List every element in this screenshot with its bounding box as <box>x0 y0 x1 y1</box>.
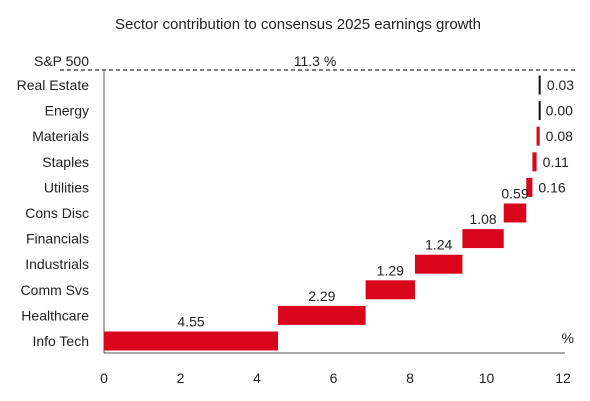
bar <box>538 75 541 95</box>
x-tick-label: 0 <box>100 370 108 386</box>
value-label: 1.08 <box>469 211 496 227</box>
value-labels: 4.55 2.29 1.29 1.24 1.08 0.59 0.16 0.11 0.08 0.00… <box>177 77 574 330</box>
category-label: Healthcare <box>21 307 89 323</box>
x-tick-labels: 0 2 4 6 8 10 12 <box>100 370 571 386</box>
unit-label: % <box>562 330 574 346</box>
value-label: 0.08 <box>546 128 573 144</box>
total-label: S&P 500 <box>34 53 89 69</box>
category-label: Comm Svs <box>21 282 89 298</box>
x-tick-label: 12 <box>555 370 571 386</box>
value-label: 0.16 <box>538 179 565 195</box>
total-row: S&P 500 11.3 % <box>34 53 575 71</box>
category-label: Cons Disc <box>25 205 89 221</box>
value-label: 0.11 <box>543 154 569 170</box>
bar <box>414 254 463 274</box>
category-label: Energy <box>45 103 89 119</box>
category-label: Staples <box>42 154 89 170</box>
value-label: 4.55 <box>177 314 204 330</box>
value-label: 0.00 <box>546 103 573 119</box>
value-label: 0.59 <box>501 186 528 202</box>
bar <box>462 229 504 249</box>
bar <box>503 203 527 223</box>
bar <box>532 152 537 172</box>
bar <box>536 126 540 146</box>
value-label: 1.29 <box>377 262 404 278</box>
value-label: 2.29 <box>308 288 335 304</box>
bar <box>104 331 279 351</box>
category-label: Utilities <box>44 179 89 195</box>
bars <box>104 75 541 351</box>
x-tick-label: 8 <box>406 370 414 386</box>
category-label: Info Tech <box>32 333 89 349</box>
value-label: 0.03 <box>547 77 574 93</box>
category-label: Materials <box>32 128 89 144</box>
category-label: Industrials <box>25 256 89 272</box>
value-label: 1.24 <box>425 237 452 253</box>
category-labels: Info Tech Healthcare Comm Svs Industrials Fi… <box>17 77 90 349</box>
category-label: Real Estate <box>17 77 90 93</box>
bar <box>538 101 541 121</box>
bar <box>526 177 533 197</box>
x-tick-label: 6 <box>330 370 338 386</box>
x-tick-label: 10 <box>479 370 495 386</box>
bar <box>278 305 366 325</box>
bar <box>365 280 415 300</box>
chart-title: Sector contribution to consensus 2025 ea… <box>115 16 481 33</box>
x-tick-label: 4 <box>253 370 261 386</box>
total-value-label: 11.3 % <box>294 53 337 69</box>
category-label: Financials <box>26 231 89 247</box>
x-tick-label: 2 <box>177 370 185 386</box>
